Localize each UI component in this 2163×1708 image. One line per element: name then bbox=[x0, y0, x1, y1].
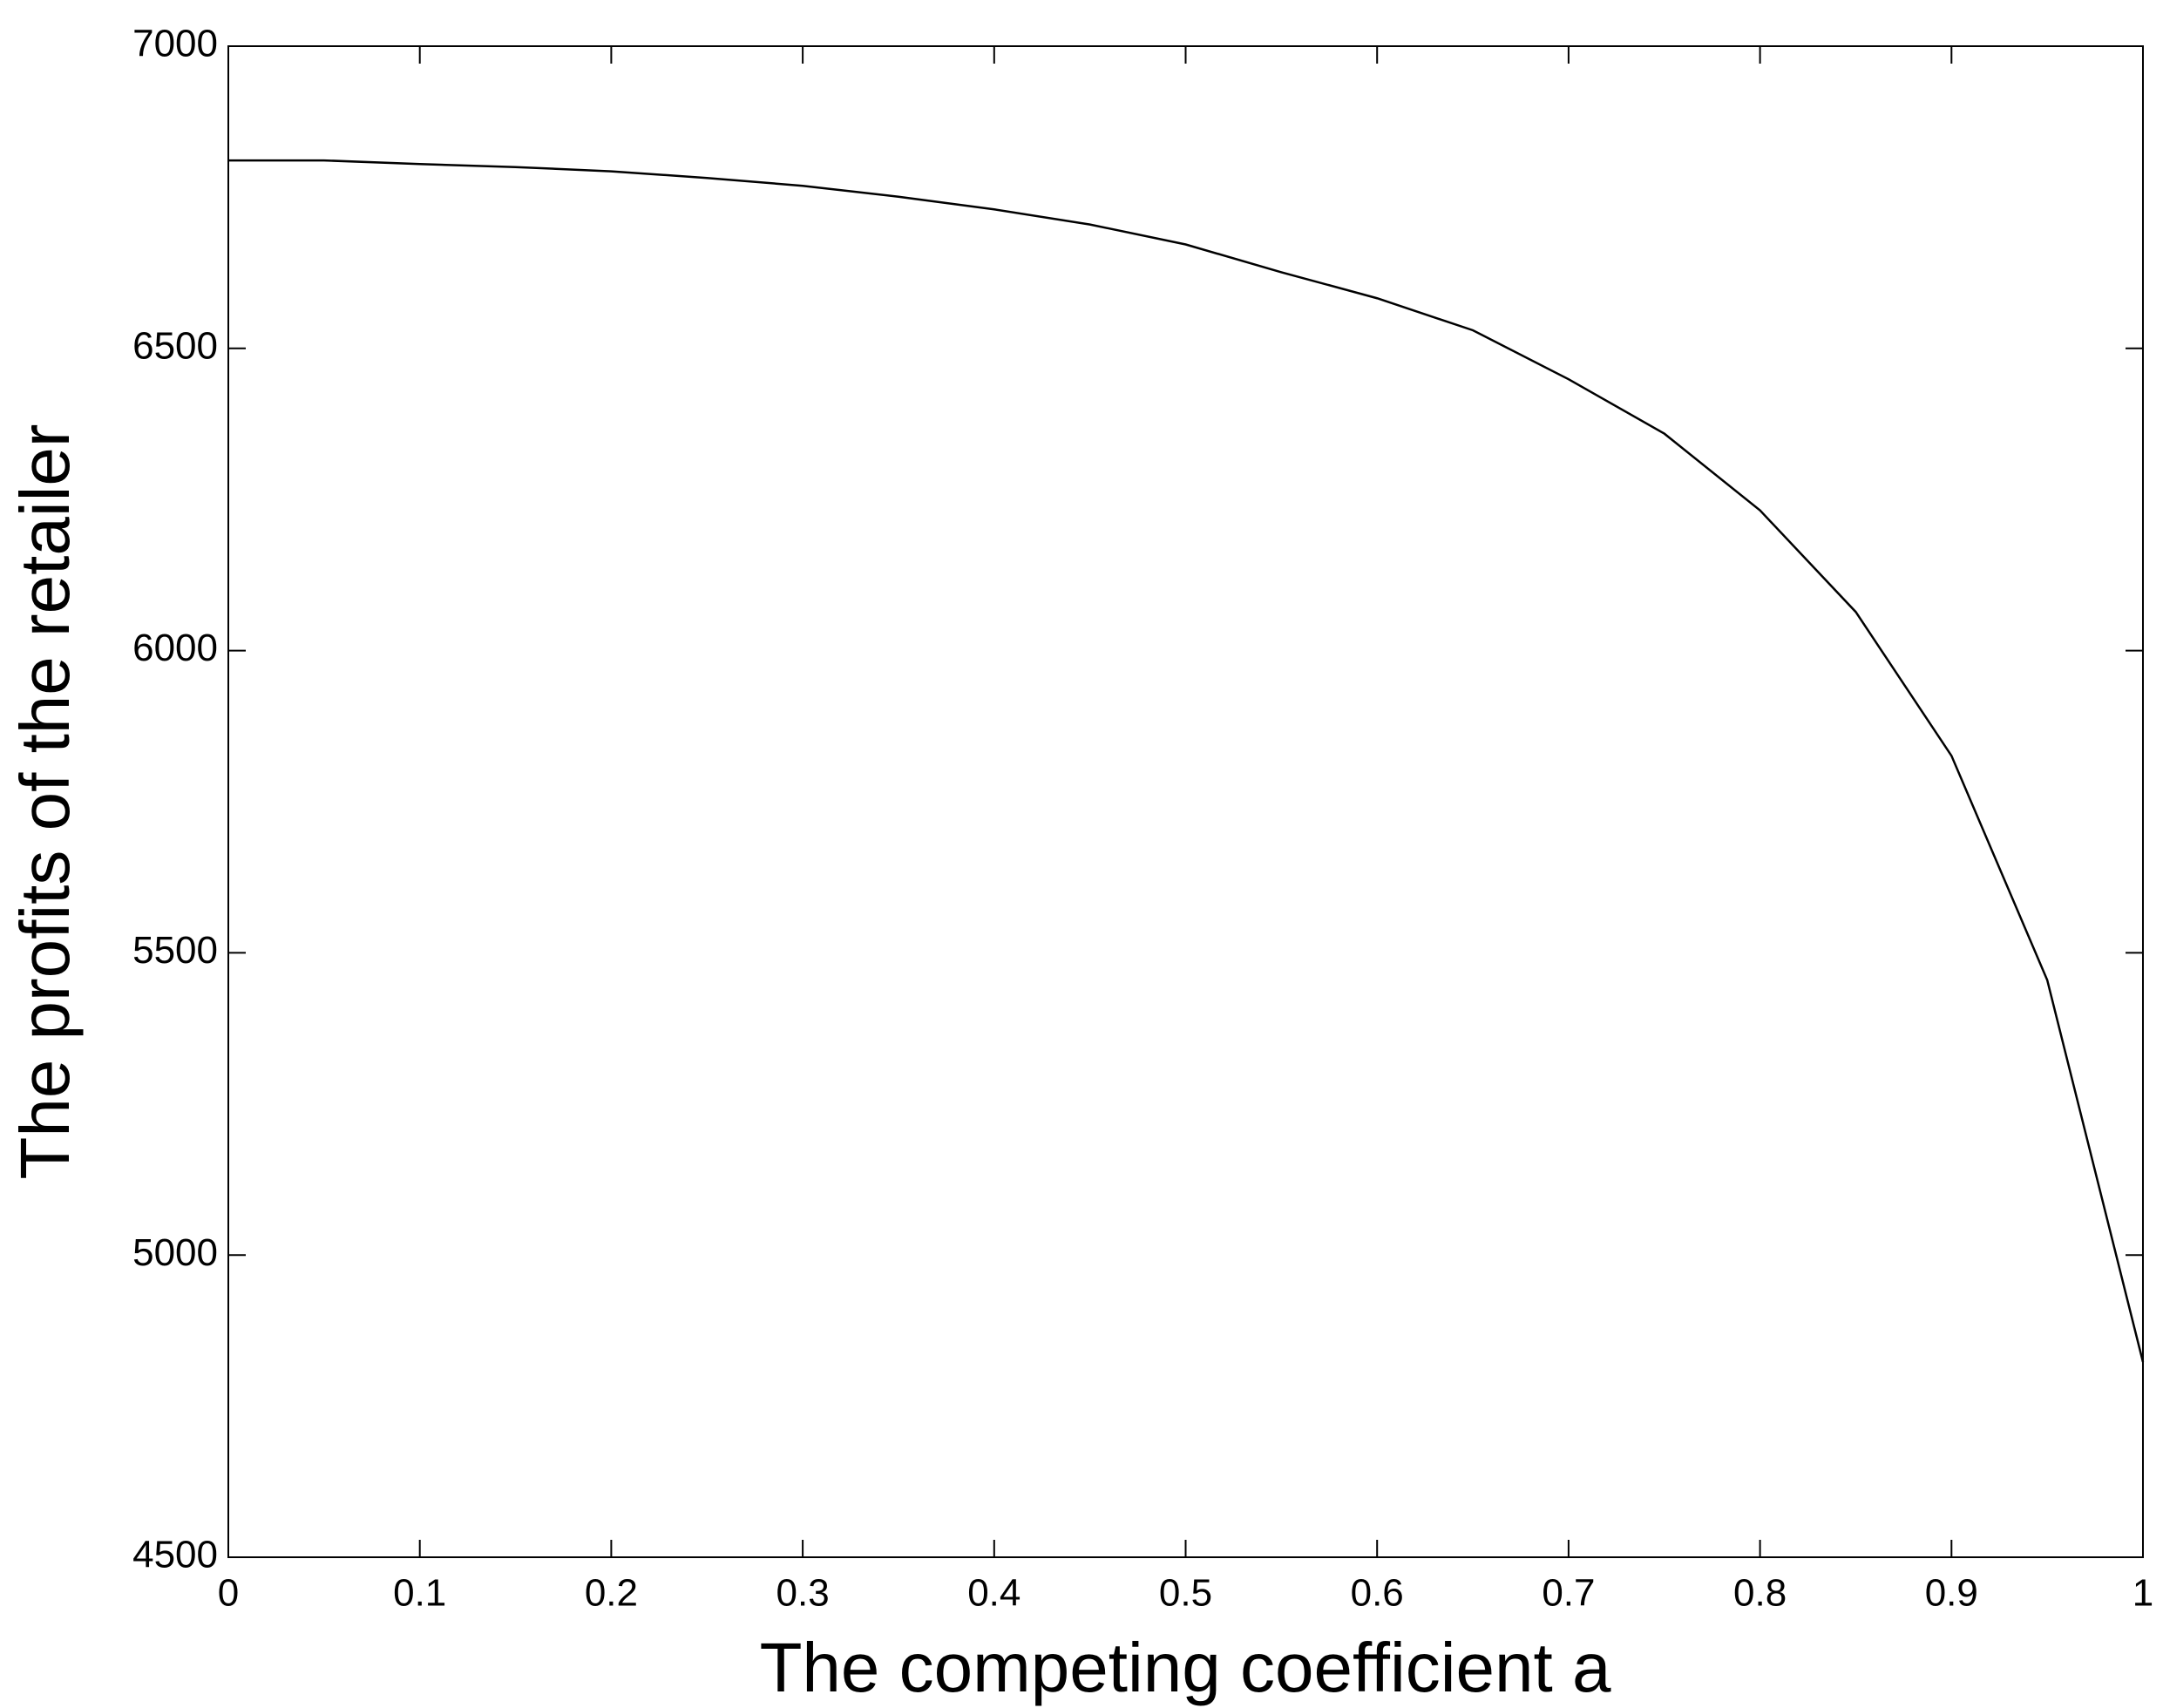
y-tick-label: 5000 bbox=[132, 1231, 218, 1274]
y-tick-label: 6500 bbox=[132, 324, 218, 367]
plot-frame bbox=[227, 45, 2144, 1558]
x-tick-label: 1 bbox=[2132, 1572, 2153, 1615]
y-tick-label: 6000 bbox=[132, 627, 218, 669]
x-tick-label: 0.1 bbox=[393, 1572, 446, 1615]
x-tick-label: 0.9 bbox=[1925, 1572, 1978, 1615]
x-tick-label: 0.2 bbox=[585, 1572, 638, 1615]
x-tick-label: 0.7 bbox=[1542, 1572, 1595, 1615]
x-tick-label: 0.5 bbox=[1159, 1572, 1212, 1615]
y-tick-label: 4500 bbox=[132, 1534, 218, 1576]
x-tick-label: 0.4 bbox=[967, 1572, 1020, 1615]
y-axis-label: The profits of the retailer bbox=[6, 424, 84, 1179]
x-tick-label: 0.8 bbox=[1733, 1572, 1787, 1615]
data-line bbox=[228, 159, 2145, 1363]
y-tick-label: 7000 bbox=[132, 23, 218, 65]
x-axis-label: The competing coefficient a bbox=[760, 1629, 1611, 1706]
x-tick-label: 0 bbox=[218, 1572, 239, 1615]
x-tick-label: 0.6 bbox=[1351, 1572, 1404, 1615]
y-tick-label: 5500 bbox=[132, 929, 218, 972]
x-tick-label: 0.3 bbox=[776, 1572, 830, 1615]
